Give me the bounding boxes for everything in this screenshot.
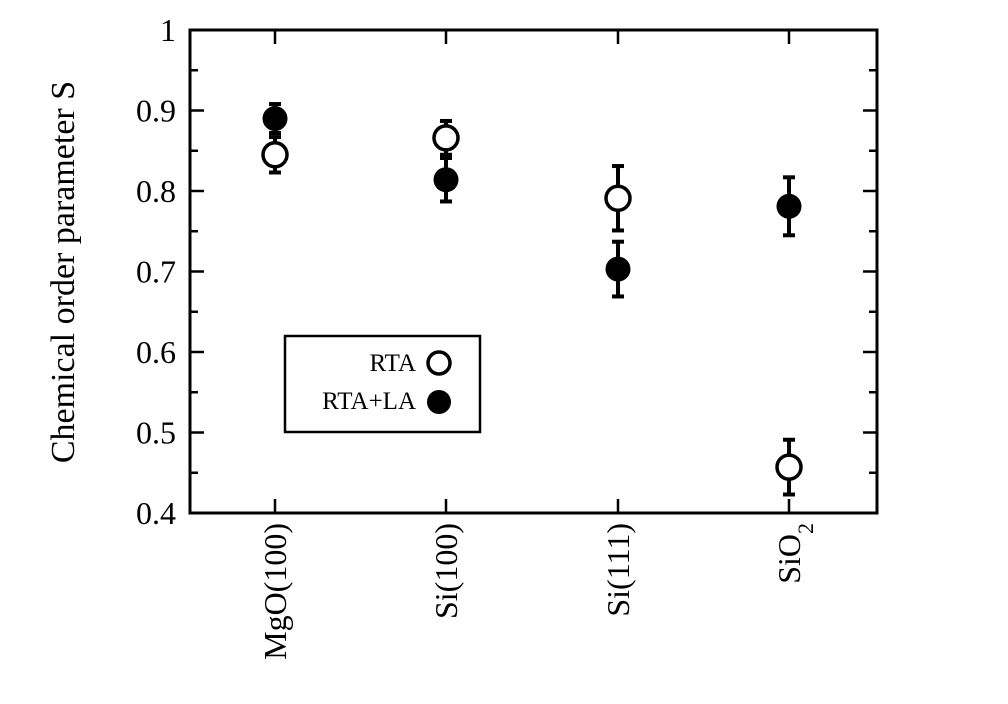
legend-label-rta-la: RTA+LA (322, 388, 416, 415)
y-axis-title: Chemical order parameter S (45, 81, 82, 463)
x-category-label: Si(111) (600, 523, 636, 617)
y-tick-label: 0.4 (136, 495, 176, 531)
data-point (775, 453, 803, 481)
data-point (261, 141, 289, 169)
data-point (605, 256, 631, 282)
y-tick-label: 0.9 (136, 93, 176, 129)
y-axis-ticks: 0.4 0.5 0.6 0.7 0.8 0.9 1 (136, 12, 877, 531)
y-tick-label: 1 (160, 12, 176, 48)
data-point (604, 184, 632, 212)
x-category-label: MgO(100) (257, 523, 293, 660)
y-tick-label: 0.8 (136, 173, 176, 209)
data-point (433, 167, 459, 193)
series-rta (261, 118, 803, 497)
legend-marker-rta (426, 350, 452, 376)
y-tick-label: 0.6 (136, 334, 176, 370)
legend-box (283, 334, 482, 434)
plot-frame (188, 28, 879, 515)
series-rta-la (262, 102, 802, 299)
x-category-label: Si(100) (428, 523, 464, 619)
data-point (432, 124, 460, 152)
legend-label-rta: RTA (370, 350, 417, 377)
legend: RTA RTA+LA (283, 334, 482, 434)
legend-marker-rta-la (427, 390, 451, 414)
x-axis-ticks: MgO(100) Si(100) Si(111) SiO2 (257, 30, 818, 660)
series-layer (261, 102, 803, 497)
data-point (776, 193, 802, 219)
data-point (262, 106, 288, 132)
y-tick-label: 0.7 (136, 254, 176, 290)
x-category-label: SiO2 (771, 523, 818, 584)
y-tick-label: 0.5 (136, 415, 176, 451)
